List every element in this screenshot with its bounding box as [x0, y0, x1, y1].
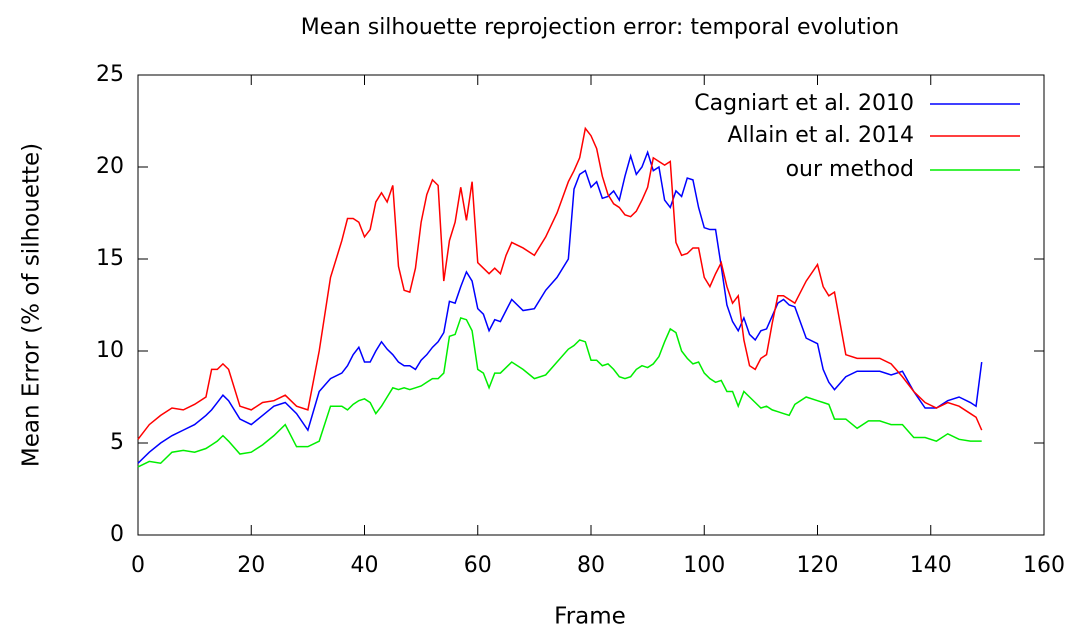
legend-label: our method: [786, 157, 914, 182]
y-tick-label: 20: [96, 154, 124, 179]
series-line: [137, 316, 982, 468]
series-line: [137, 149, 983, 464]
x-tick-label: 40: [351, 553, 379, 578]
y-axis-label: Mean Error (% of silhouette): [19, 143, 45, 467]
x-tick-label: 60: [464, 553, 492, 578]
x-tick-label: 0: [131, 553, 145, 578]
x-axis-label: Frame: [554, 604, 626, 630]
x-tick-label: 20: [237, 553, 265, 578]
x-tick-label: 120: [797, 553, 839, 578]
y-tick-label: 5: [110, 430, 124, 455]
series-line: [137, 126, 983, 440]
x-tick-label: 100: [683, 553, 725, 578]
x-tick-label: 140: [910, 553, 952, 578]
y-tick-label: 25: [96, 62, 124, 87]
legend-label: Cagniart et al. 2010: [694, 91, 914, 116]
y-tick-label: 10: [96, 338, 124, 363]
chart-title: Mean silhouette reprojection error: temp…: [301, 15, 899, 40]
y-tick-label: 15: [96, 246, 124, 271]
x-tick-label: 80: [577, 553, 605, 578]
y-tick-label: 0: [110, 522, 124, 547]
legend-label: Allain et al. 2014: [727, 123, 914, 148]
x-tick-label: 160: [1023, 553, 1065, 578]
